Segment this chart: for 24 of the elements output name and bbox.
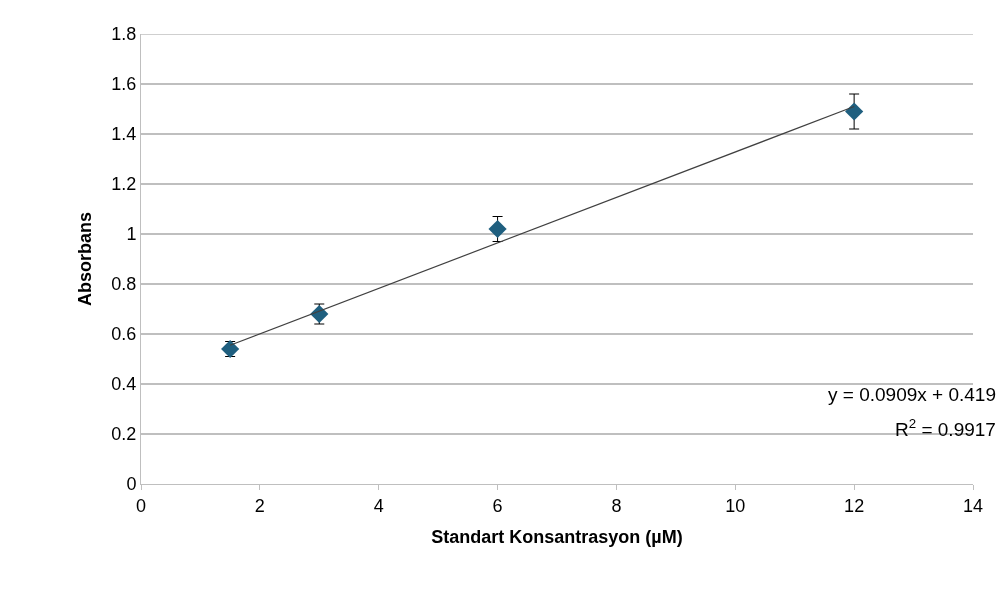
x-tick-label: 4 — [373, 495, 384, 516]
y-tick-label: 0.8 — [111, 274, 137, 295]
y-tick-label: 0.2 — [111, 424, 137, 445]
y-tick-label: 1.4 — [111, 124, 137, 145]
y-tick-label: 1.2 — [111, 174, 137, 195]
x-tick-label: 12 — [844, 495, 865, 516]
y-tick-label: 0 — [126, 474, 137, 495]
x-axis-title: Standart Konsantrasyon (µM) — [431, 526, 683, 547]
annotation: y = 0.0909x + 0.419 — [828, 384, 996, 405]
point — [488, 219, 507, 239]
y-tick-label: 1.8 — [111, 24, 137, 45]
x-tick-label: 6 — [492, 495, 503, 516]
x-tick-label: 10 — [725, 495, 746, 516]
annotation: R$^{2}$ = 0.9917 — [895, 416, 996, 440]
x-tick-label: 8 — [611, 495, 622, 516]
y-tick-label: 0.4 — [111, 374, 137, 395]
point — [221, 339, 240, 359]
y-tick-label: 1 — [126, 224, 137, 245]
x-tick-label: 14 — [962, 495, 984, 516]
y-tick-label: 0.6 — [111, 324, 137, 345]
y-axis-title: Absorbans — [74, 211, 95, 307]
point — [845, 102, 864, 121]
x-tick-label: 2 — [254, 495, 265, 516]
y-tick-label: 1.6 — [111, 74, 137, 95]
